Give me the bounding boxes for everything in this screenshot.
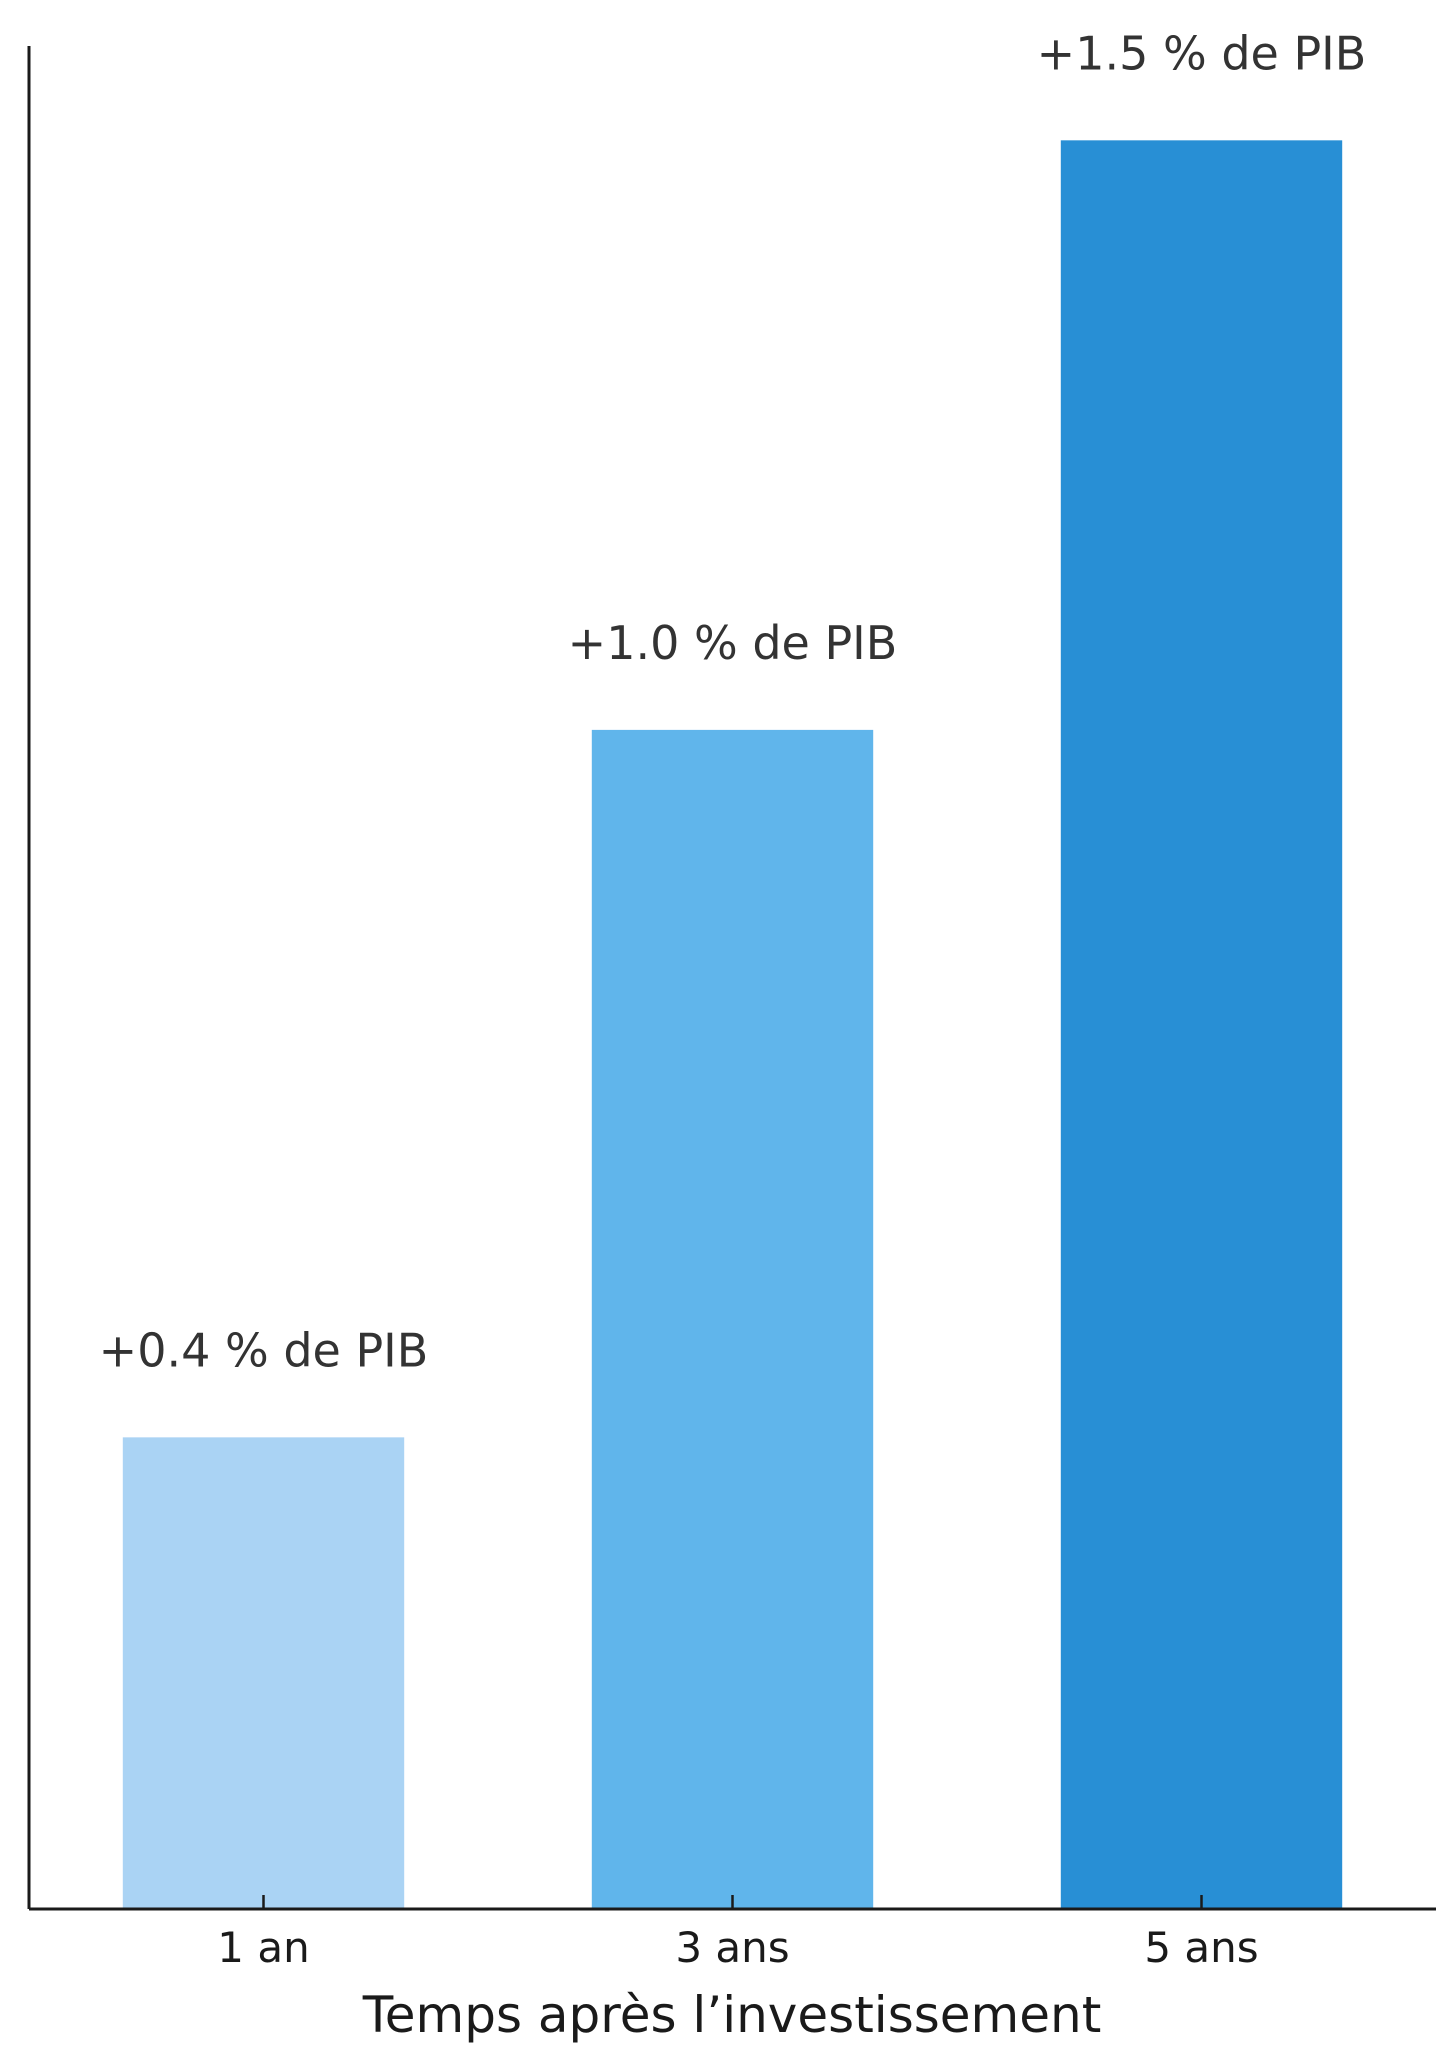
x-tick-label-1: 1 an: [217, 1923, 309, 1972]
bar-1: [122, 1437, 405, 1909]
x-tick-label-2: 3 ans: [675, 1923, 789, 1972]
bars-layer: [122, 140, 1343, 1910]
x-axis-title: Temps après l’investissement: [362, 1986, 1102, 2044]
bar-value-label-2: +1.0 % de PIB: [568, 616, 898, 670]
bar-2: [591, 729, 874, 1910]
x-tick-label-3: 5 ans: [1144, 1923, 1258, 1972]
bar-value-label-3: +1.5 % de PIB: [1037, 26, 1367, 80]
data-labels-layer: +0.4 % de PIB +1.0 % de PIB +1.5 % de PIB: [99, 26, 1367, 1377]
x-ticks-layer: 1 an 3 ans 5 ans: [217, 1895, 1259, 1972]
bar-3: [1060, 140, 1343, 1910]
bar-value-label-1: +0.4 % de PIB: [99, 1323, 429, 1377]
